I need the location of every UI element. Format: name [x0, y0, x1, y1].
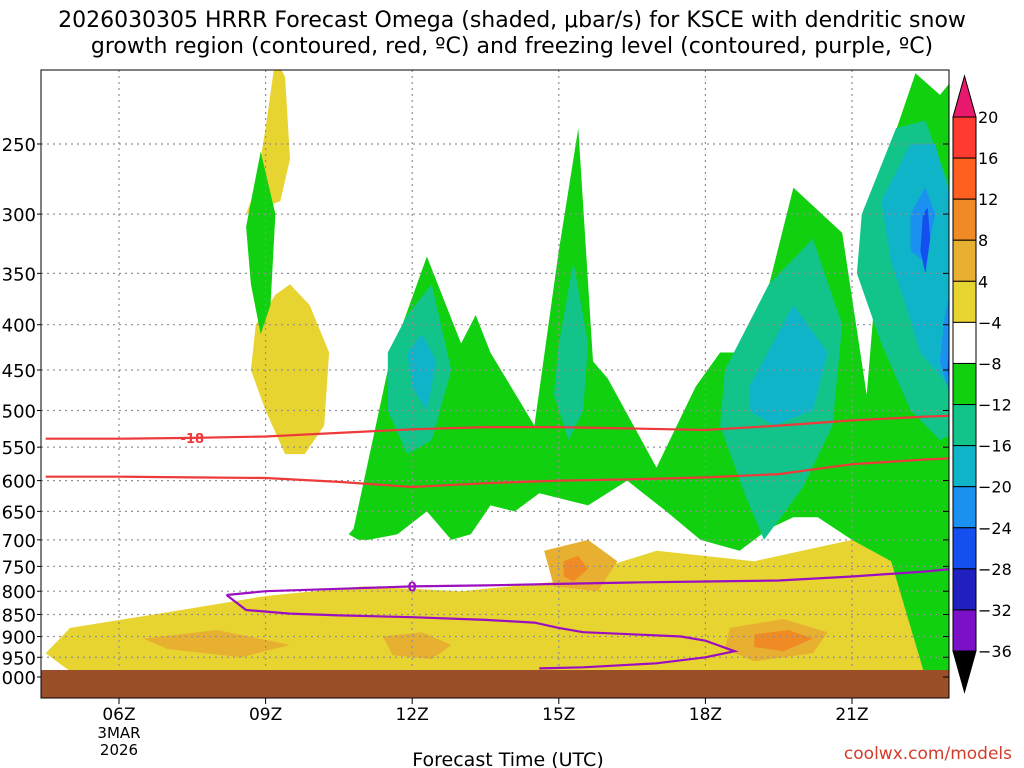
x-tick-label: 21Z — [835, 705, 868, 725]
x-tick-label: 15Z — [542, 705, 575, 725]
omega-region-2 — [45, 534, 949, 674]
colorbar-swatch — [952, 157, 977, 200]
y-tick-label: 950 — [2, 648, 36, 669]
colorbar-label: −20 — [978, 478, 1012, 497]
omega-region-1 — [250, 284, 330, 455]
chart-title-line-2: growth region (contoured, red, ºC) and f… — [90, 34, 934, 59]
y-tick-label: 350 — [2, 264, 36, 285]
omega-region-0 — [246, 70, 290, 215]
colorbar-swatch — [952, 609, 977, 652]
colorbar-label: −28 — [978, 560, 1012, 579]
x-axis-label: Forecast Time (UTC) — [412, 749, 603, 768]
x-tick-label: 12Z — [396, 705, 429, 725]
chart-title-line-1: 2026030305 HRRR Forecast Omega (shaded, … — [58, 8, 966, 33]
omega-region-17 — [749, 305, 828, 426]
colorbar-swatch — [952, 239, 977, 282]
ground-layer — [41, 670, 949, 698]
omega-region-10 — [246, 151, 276, 335]
colorbar-swatch — [952, 321, 977, 364]
colorbar-bottom-arrow — [952, 650, 977, 694]
colorbar-swatch — [952, 404, 977, 447]
omega-region-20 — [940, 296, 949, 392]
colorbar-label: −4 — [978, 313, 1002, 332]
colorbar-swatch — [952, 198, 977, 241]
y-tick-label: 1000 — [0, 668, 36, 689]
y-tick-label: 850 — [2, 606, 36, 627]
colorbar: 20 16 12 8 4 −4 −8 −12 −16 −20 −24 −28 −32 −36 — [952, 74, 1012, 694]
y-tick-label: 500 — [2, 402, 36, 423]
y-tick-label: 750 — [2, 557, 36, 578]
colorbar-label: −36 — [978, 642, 1012, 661]
x-tick-label: 06Z — [102, 705, 135, 725]
omega-region-13 — [553, 262, 589, 441]
x-tick-label: 09Z — [249, 705, 282, 725]
omega-region-11 — [348, 73, 949, 677]
red-contour-0 — [45, 414, 949, 440]
x-tick-label: 18Z — [689, 705, 722, 725]
plot-frame — [40, 69, 950, 699]
omega-region-16 — [407, 334, 437, 411]
colorbar-swatch — [952, 116, 977, 159]
y-tick-label: 900 — [2, 627, 36, 648]
x-tick-date-label: 3MAR — [97, 724, 140, 742]
omega-shading — [45, 70, 949, 677]
purple-contour-1 — [225, 594, 739, 670]
colorbar-swatch — [952, 568, 977, 611]
y-axis-ticks: 2503003504004505005506006507007508008509… — [0, 135, 949, 689]
omega-region-9 — [563, 556, 589, 582]
contour-lines: -18 0 — [45, 414, 949, 670]
colorbar-label: −16 — [978, 437, 1012, 456]
colorbar-label: 12 — [978, 190, 998, 209]
grid-lines — [41, 70, 949, 698]
colorbar-label: 20 — [978, 108, 998, 127]
x-tick-year-label: 2026 — [100, 741, 138, 759]
omega-region-21 — [920, 207, 931, 274]
y-tick-label: 600 — [2, 472, 36, 493]
credit-text: coolwx.com/models — [843, 744, 1012, 764]
omega-region-4 — [382, 632, 452, 660]
colorbar-label: −12 — [978, 396, 1012, 415]
omega-region-8 — [754, 630, 813, 652]
colorbar-swatch — [952, 486, 977, 529]
omega-region-18 — [881, 144, 949, 386]
colorbar-top-arrow — [952, 74, 977, 118]
colorbar-swatch — [952, 527, 977, 570]
colorbar-label: −8 — [978, 354, 1002, 373]
colorbar-label: 8 — [978, 231, 988, 250]
y-tick-label: 550 — [2, 438, 36, 459]
y-tick-label: 650 — [2, 502, 36, 523]
y-tick-label: 400 — [2, 316, 36, 337]
colorbar-swatch — [952, 362, 977, 406]
y-tick-label: 700 — [2, 531, 36, 552]
colorbar-label: 16 — [978, 149, 998, 168]
y-tick-label: 800 — [2, 582, 36, 603]
y-tick-label: 250 — [2, 135, 36, 156]
ground-band — [41, 670, 949, 698]
red-contour-label: -18 — [181, 432, 205, 447]
purple-contour-0 — [226, 568, 949, 597]
y-tick-label: 450 — [2, 361, 36, 382]
colorbar-label: 4 — [978, 272, 988, 291]
colorbar-swatch — [952, 445, 977, 488]
red-contour-1 — [45, 457, 949, 489]
colorbar-label: −24 — [978, 519, 1012, 538]
colorbar-label: −32 — [978, 601, 1012, 620]
colorbar-swatch — [952, 280, 977, 323]
purple-contour-label: 0 — [408, 580, 417, 595]
y-tick-label: 300 — [2, 205, 36, 226]
